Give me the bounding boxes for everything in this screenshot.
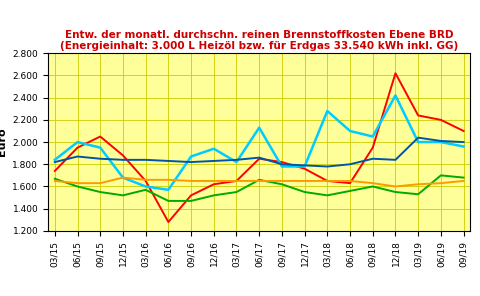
Title: Entw. der monatl. durchschn. reinen Brennstoffkosten Ebene BRD
(Energieinhalt: 3: Entw. der monatl. durchschn. reinen Bren… (60, 30, 458, 51)
Y-axis label: Euro: Euro (0, 128, 7, 156)
